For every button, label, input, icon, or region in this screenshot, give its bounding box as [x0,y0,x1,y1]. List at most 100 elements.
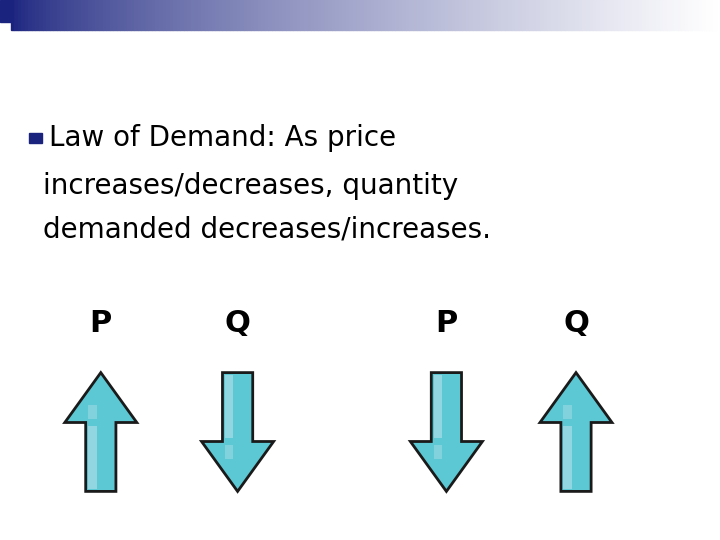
Bar [698,0,702,30]
Bar [173,0,176,30]
Bar [109,0,113,30]
Bar [639,0,642,30]
Bar [664,0,667,30]
Bar [611,0,614,30]
Bar [307,0,311,30]
Bar [156,0,159,30]
Bar [113,0,117,30]
Bar [29,0,32,30]
Polygon shape [433,446,442,459]
Bar [145,0,148,30]
Bar [706,0,709,30]
Bar [67,0,71,30]
Bar [85,0,89,30]
Bar [564,0,568,30]
Bar [681,0,685,30]
Bar [540,0,544,30]
Bar [713,0,716,30]
Bar [311,0,314,30]
Bar [452,0,455,30]
Bar [371,0,374,30]
Bar [487,0,490,30]
Bar [477,0,480,30]
Bar [621,0,625,30]
Bar [127,0,131,30]
Bar [18,0,22,30]
Bar [586,0,590,30]
Bar [709,0,713,30]
Bar [696,0,698,30]
Bar [399,0,402,30]
Bar [431,0,434,30]
Bar [222,0,226,30]
Bar [392,0,395,30]
Bar [384,0,388,30]
Bar [455,0,459,30]
Bar [547,0,551,30]
Bar [441,0,445,30]
Bar [667,0,670,30]
Bar [170,0,173,30]
Bar [614,0,618,30]
Bar [141,0,145,30]
Bar [692,0,696,30]
Bar [660,0,664,30]
Bar [657,0,660,30]
Bar [508,0,512,30]
Bar [46,0,50,30]
Bar [582,0,586,30]
Bar [202,0,205,30]
Bar [74,0,78,30]
Bar [618,0,621,30]
Text: P: P [436,309,457,339]
Bar [480,0,484,30]
Bar [265,0,269,30]
Bar [205,0,208,30]
Text: P: P [90,309,112,339]
Bar [382,0,384,30]
Bar [176,0,180,30]
Bar [92,0,96,30]
Bar [297,0,300,30]
Bar [445,0,449,30]
Bar [416,0,420,30]
Bar [314,0,318,30]
Bar [318,0,321,30]
Bar [536,0,540,30]
Bar [646,0,649,30]
Bar [360,0,364,30]
Bar [272,0,276,30]
Bar [501,0,505,30]
Bar [533,0,536,30]
Bar [523,0,526,30]
Bar [321,0,325,30]
Bar [449,0,452,30]
Text: increases/decreases, quantity: increases/decreases, quantity [43,172,459,200]
Bar [120,0,124,30]
Bar [346,0,349,30]
Bar [596,0,600,30]
Bar [575,0,579,30]
Bar [124,0,127,30]
Bar [473,0,477,30]
Bar [579,0,582,30]
Text: demanded decreases/increases.: demanded decreases/increases. [43,215,491,244]
Bar [184,0,187,30]
Bar [469,0,473,30]
Bar [353,0,356,30]
Bar [251,0,254,30]
Bar [635,0,639,30]
Bar [519,0,523,30]
Bar [22,0,25,30]
Bar [505,0,508,30]
Bar [0,0,13,22]
Text: Q: Q [563,309,589,339]
Bar [60,0,64,30]
Bar [215,0,219,30]
Bar [336,0,339,30]
Bar [258,0,261,30]
Bar [466,0,469,30]
Bar [438,0,441,30]
Bar [642,0,646,30]
Bar [544,0,547,30]
